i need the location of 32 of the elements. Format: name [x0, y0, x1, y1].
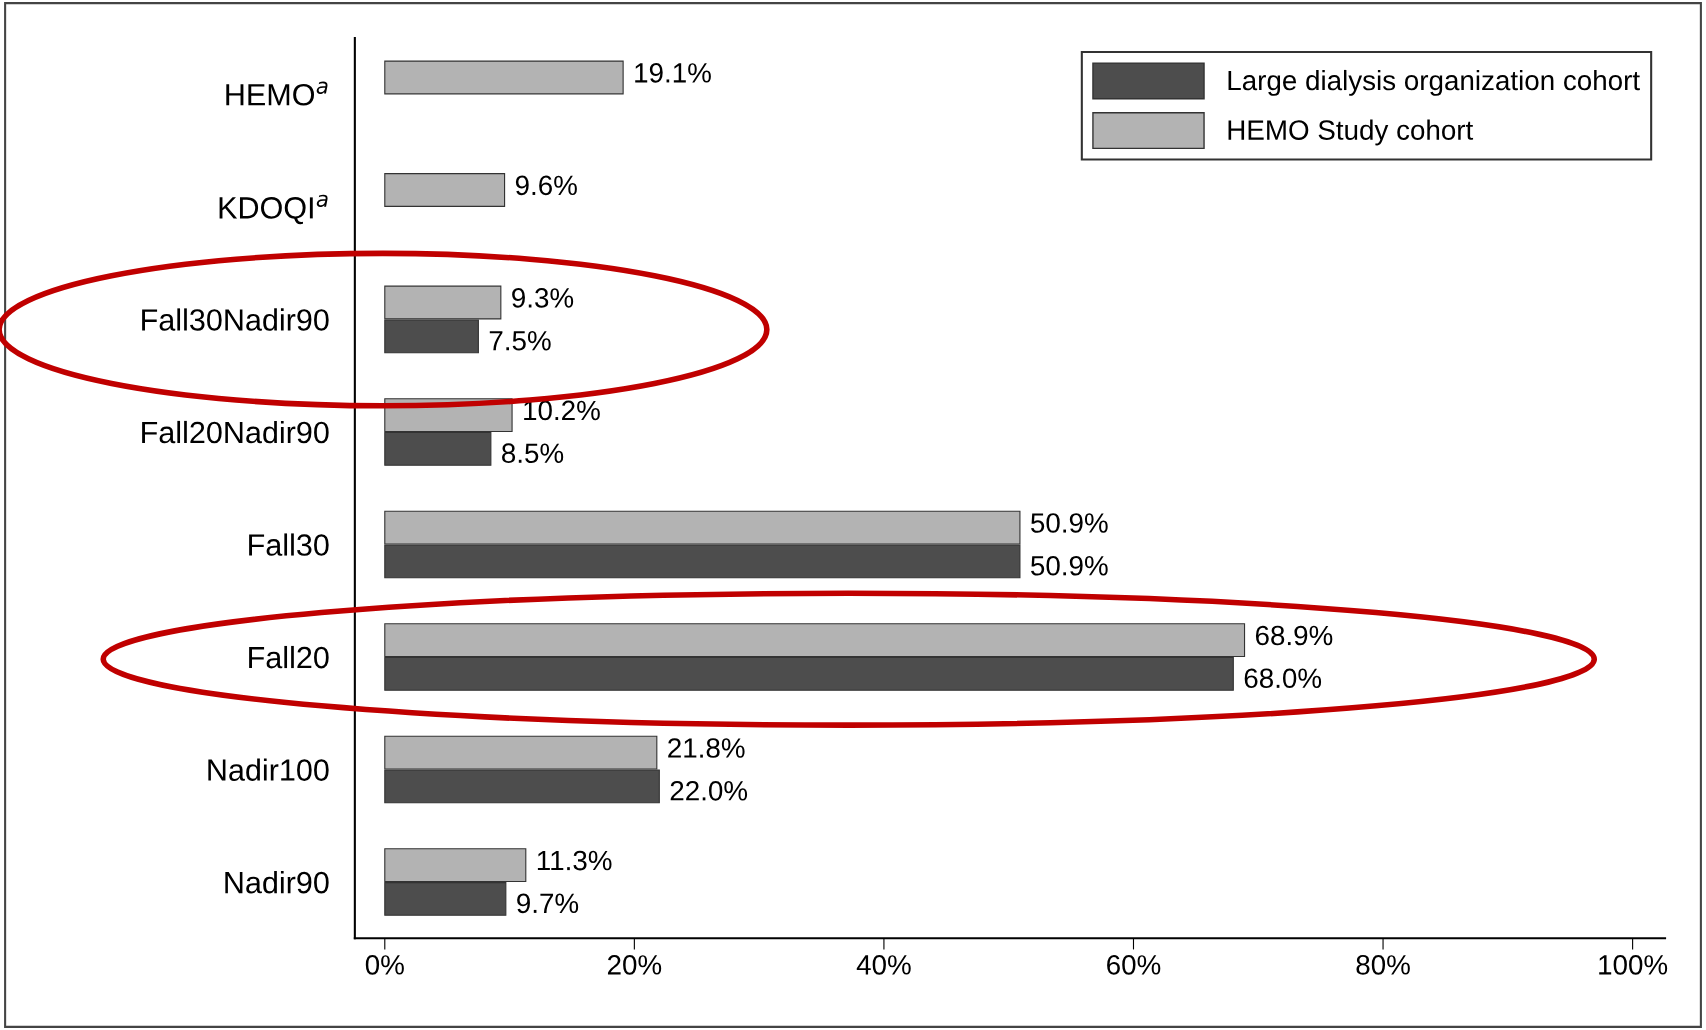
data-label: 19.1% — [635, 63, 711, 83]
data-label: 9.7% — [517, 893, 579, 914]
legend-label: HEMO Study cohort — [1228, 119, 1474, 146]
data-label: 50.9% — [1031, 555, 1108, 576]
x-tick-label: 100% — [1599, 955, 1668, 975]
y-tick-label: Fall20Nadir90 — [142, 420, 329, 444]
y-tick-label: Fall30Nadir90 — [142, 308, 329, 331]
bar — [384, 60, 624, 95]
data-label: 22.0% — [670, 780, 748, 801]
data-label: 50.9% — [1031, 513, 1108, 533]
data-label: 10.2% — [524, 400, 600, 421]
bar — [384, 173, 506, 207]
data-label: 68.0% — [1244, 668, 1322, 689]
y-tick-label: Fall20 — [249, 645, 329, 669]
y-tick-label: KDOQI$^{a}$ — [219, 194, 328, 225]
data-label: 11.3% — [537, 850, 612, 871]
x-tick-label: 20% — [607, 955, 662, 975]
x-tick-label: 40% — [856, 955, 911, 975]
x-tick-label: 80% — [1356, 955, 1410, 975]
legend-label: Large dialysis organization cohort — [1228, 69, 1640, 96]
data-label: 68.9% — [1255, 625, 1333, 646]
data-label: 9.6% — [515, 175, 577, 196]
data-label: 8.5% — [502, 443, 564, 464]
data-label: 7.5% — [489, 330, 551, 351]
y-tick-label: Nadir90 — [225, 870, 329, 894]
x-tick-label: 0% — [365, 955, 404, 975]
y-tick-label: HEMO$^{a}$ — [226, 81, 328, 106]
data-label: 21.8% — [668, 738, 745, 758]
data-label: 9.3% — [512, 288, 574, 308]
x-tick-label: 60% — [1107, 955, 1161, 975]
y-tick-label: Fall30 — [249, 533, 329, 556]
y-tick-label: Nadir100 — [208, 758, 329, 781]
